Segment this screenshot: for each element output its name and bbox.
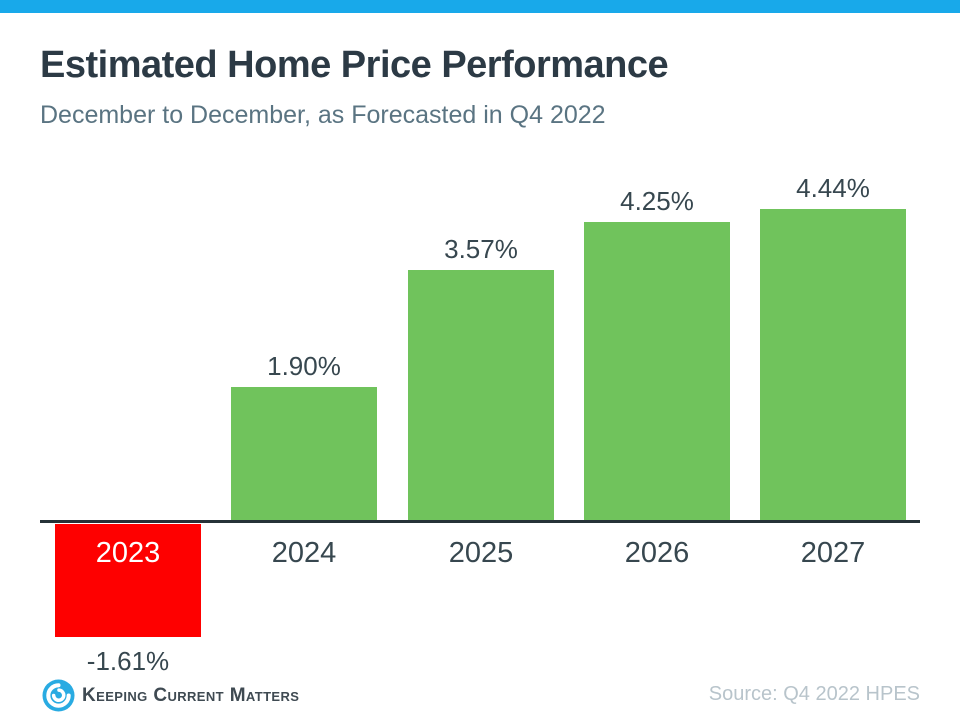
bar-2023 <box>55 524 201 637</box>
source-note: Source: Q4 2022 HPES <box>708 683 920 705</box>
bar-2024 <box>231 387 377 520</box>
value-label-2026: 4.25% <box>620 186 694 216</box>
year-label-2027: 2027 <box>800 537 866 569</box>
value-label-2027: 4.44% <box>796 173 870 203</box>
year-label-2024: 2024 <box>271 537 337 569</box>
kcm-logo: Keeping Current Matters <box>42 679 299 712</box>
value-label-2025: 3.57% <box>444 234 518 264</box>
kcm-logo-text: Keeping Current Matters <box>82 684 300 706</box>
chart-subtitle: December to December, as Forecasted in Q… <box>40 101 606 129</box>
bar-2027 <box>760 209 906 520</box>
bar-2026 <box>584 222 730 520</box>
bar-2025 <box>408 270 554 520</box>
kcm-swirl-icon <box>42 679 75 712</box>
x-axis-line <box>40 520 920 523</box>
year-label-2026: 2026 <box>624 537 690 569</box>
chart-title: Estimated Home Price Performance <box>40 44 669 86</box>
top-accent-bar <box>0 0 960 13</box>
value-label-2024: 1.90% <box>267 351 341 381</box>
year-label-2025: 2025 <box>448 537 514 569</box>
value-label-2023: -1.61% <box>86 646 170 676</box>
year-label-2023: 2023 <box>95 537 161 569</box>
